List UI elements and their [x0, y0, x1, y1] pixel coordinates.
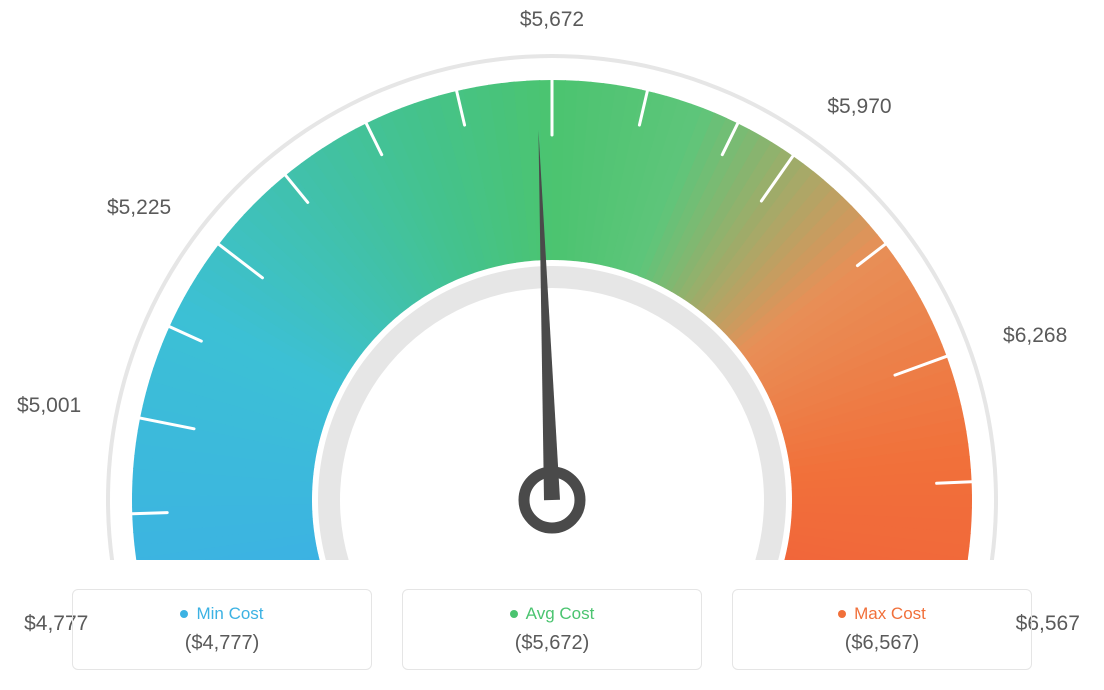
dot-icon	[838, 610, 846, 618]
legend-label: Avg Cost	[526, 604, 595, 624]
legend-value-avg: ($5,672)	[421, 632, 683, 655]
gauge-chart-container: $4,777$5,001$5,225$5,672$5,970$6,268$6,5…	[0, 0, 1104, 690]
gauge-tick-label: $5,672	[520, 8, 584, 32]
dot-icon	[180, 610, 188, 618]
gauge-tick-label: $5,225	[107, 196, 171, 220]
legend-card-max: Max Cost ($6,567)	[732, 589, 1032, 670]
gauge-tick-label: $5,001	[17, 394, 81, 418]
legend-card-min: Min Cost ($4,777)	[72, 589, 372, 670]
gauge-area: $4,777$5,001$5,225$5,672$5,970$6,268$6,5…	[0, 0, 1104, 560]
legend-card-avg: Avg Cost ($5,672)	[402, 589, 702, 670]
legend-title-min: Min Cost	[180, 604, 263, 624]
gauge-tick-label: $5,970	[827, 95, 891, 119]
legend-label: Min Cost	[196, 604, 263, 624]
dot-icon	[510, 610, 518, 618]
legend-title-avg: Avg Cost	[510, 604, 595, 624]
gauge-svg	[0, 0, 1104, 560]
legend-row: Min Cost ($4,777) Avg Cost ($5,672) Max …	[0, 589, 1104, 670]
gauge-tick-label: $6,268	[1003, 324, 1067, 348]
legend-value-min: ($4,777)	[91, 632, 353, 655]
legend-value-max: ($6,567)	[751, 632, 1013, 655]
legend-label: Max Cost	[854, 604, 926, 624]
legend-title-max: Max Cost	[838, 604, 926, 624]
